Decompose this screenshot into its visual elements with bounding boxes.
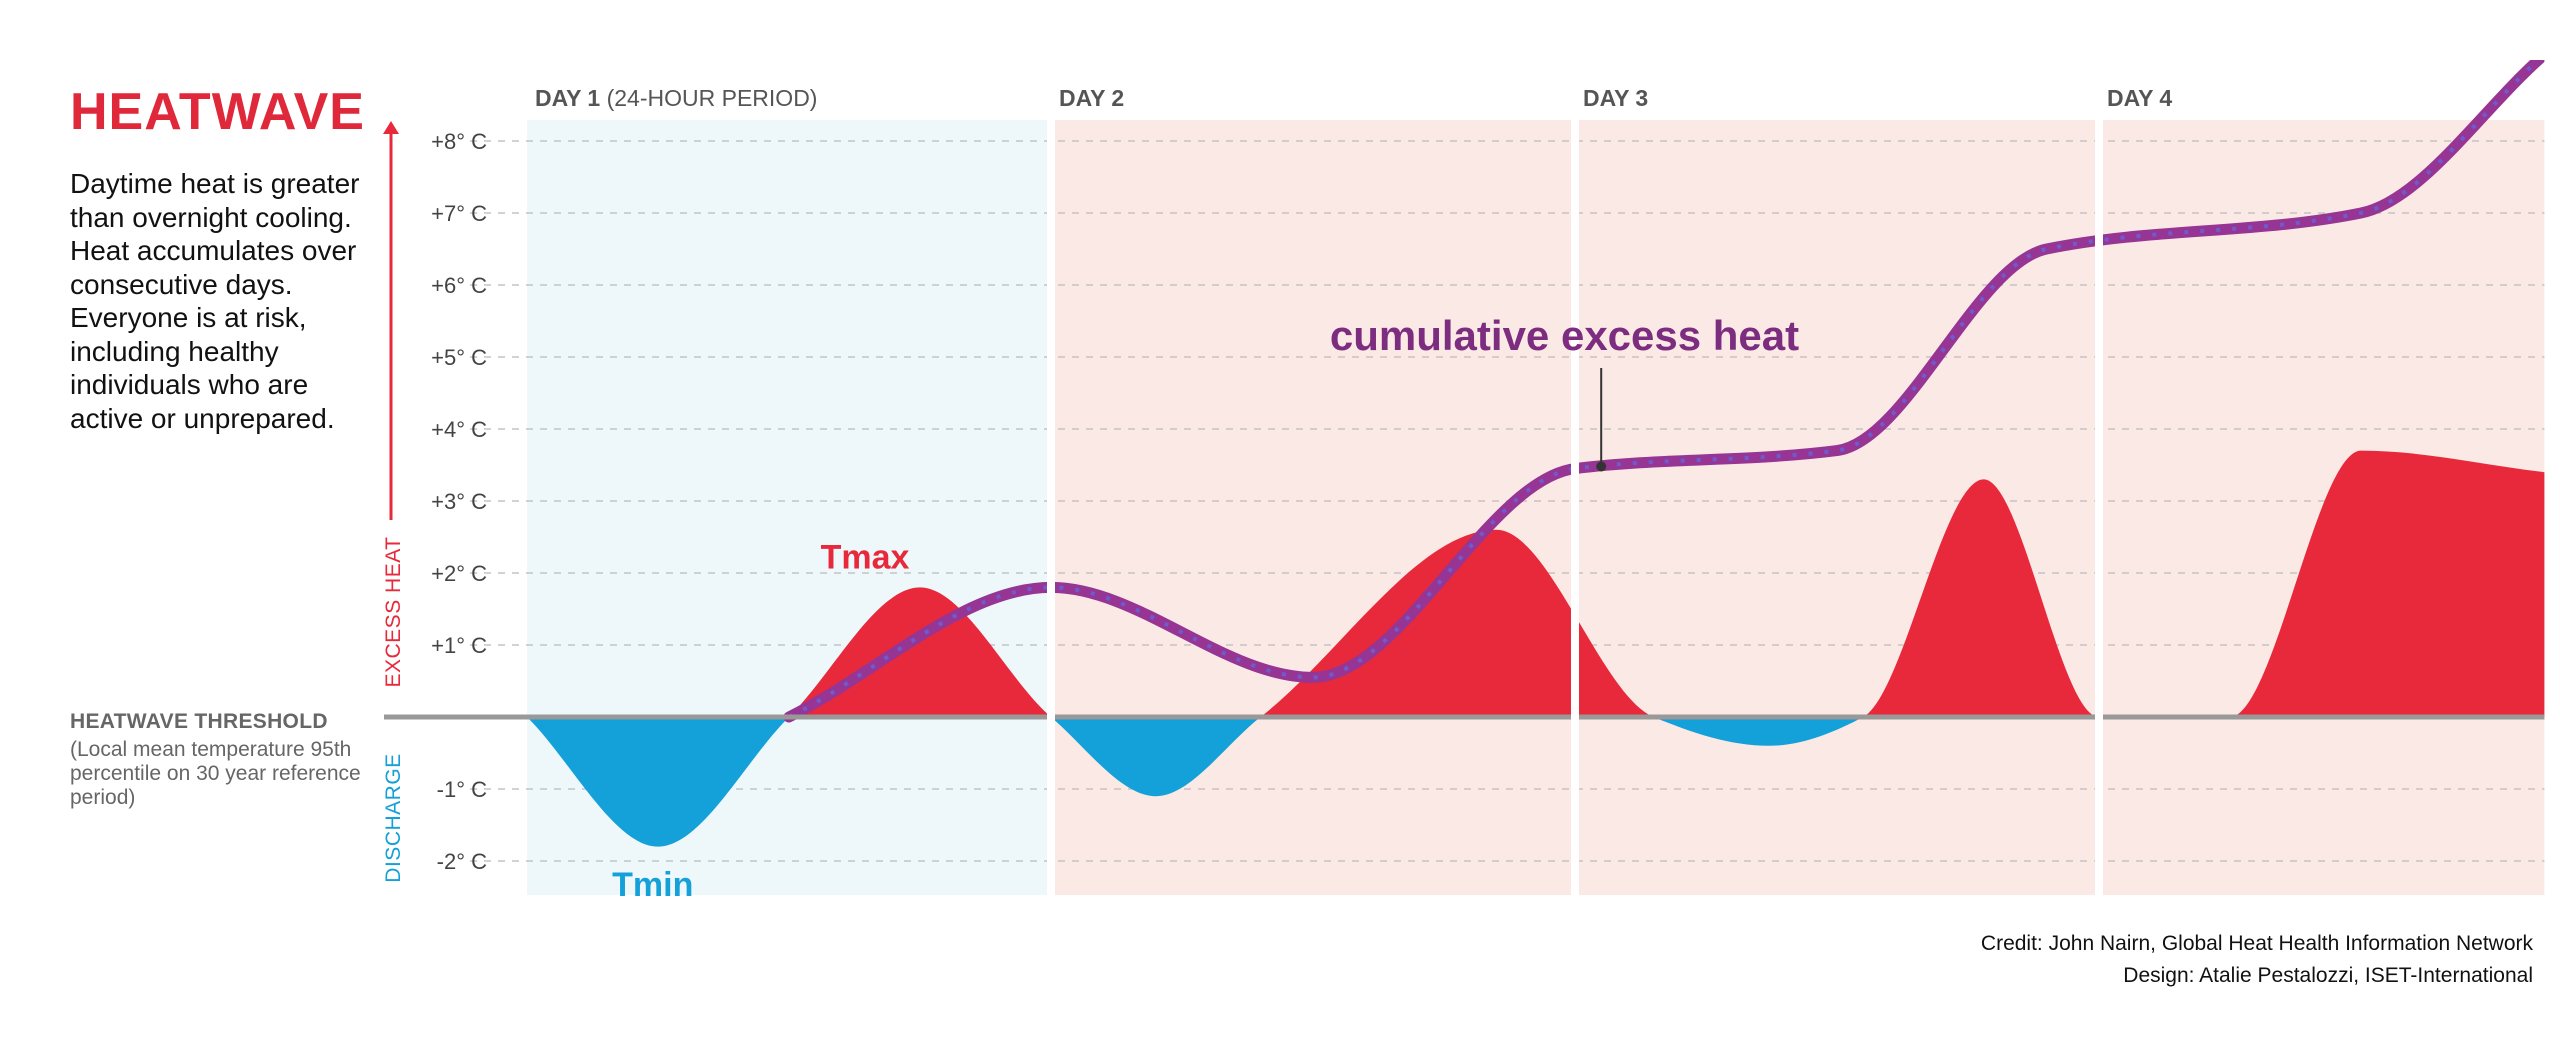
tmax-label: Tmax [821,539,910,577]
chart-title: HEATWAVE [70,83,365,141]
day-4-label: DAY 4 [2107,85,2172,111]
discharge-area [527,717,2545,847]
cumulative-series [783,60,2545,723]
day-label-bold: DAY 1 [535,85,600,111]
y-tick-label: -1° C [437,777,487,802]
y-tick-label: +8° C [431,129,487,154]
y-tick-label: -2° C [437,849,487,874]
y-tick-label: +5° C [431,345,487,370]
y-tick-label: +1° C [431,633,487,658]
discharge-axis-label: DISCHARGE [382,753,405,882]
day-3-background [1579,120,2095,895]
day-2-label: DAY 2 [1059,85,1124,111]
y-tick-label: +7° C [431,201,487,226]
day-1-label: DAY 1 (24-HOUR PERIOD) [535,85,817,111]
day-label-rest: (24-HOUR PERIOD) [600,85,817,111]
day-label-bold: DAY 3 [1583,85,1648,111]
cumulative-excess-heat-label: cumulative excess heat [1330,312,1799,359]
day-label-bold: DAY 4 [2107,85,2172,111]
excess-heat-axis-label: EXCESS HEAT [382,537,405,688]
threshold-legend: HEATWAVE THRESHOLD (Local mean temperatu… [70,710,370,810]
excess-heat-arrow-icon [383,121,399,134]
day-3-label: DAY 3 [1583,85,1648,111]
y-tick-label: +6° C [431,273,487,298]
chart-description: Daytime heat is greater than overnight c… [70,168,360,434]
day-label-bold: DAY 2 [1059,85,1124,111]
design-credit-line: Design: Atalie Pestalozzi, ISET-Internat… [2123,964,2533,987]
cumulative-pointer-dot [1596,461,1607,472]
excess-heat-area [527,450,2545,717]
credit-line: Credit: John Nairn, Global Heat Health I… [1980,932,2533,955]
y-tick-label: +4° C [431,417,487,442]
y-tick-label: +2° C [431,561,487,586]
threshold-note: (Local mean temperature 95th percentile … [70,738,361,809]
threshold-title: HEATWAVE THRESHOLD [70,710,328,733]
cumulative-dotted-overlay [788,60,2542,717]
tmin-label: Tmin [612,866,693,904]
credits: Credit: John Nairn, Global Heat Health I… [1981,928,2533,992]
y-tick-label: +3° C [431,489,487,514]
